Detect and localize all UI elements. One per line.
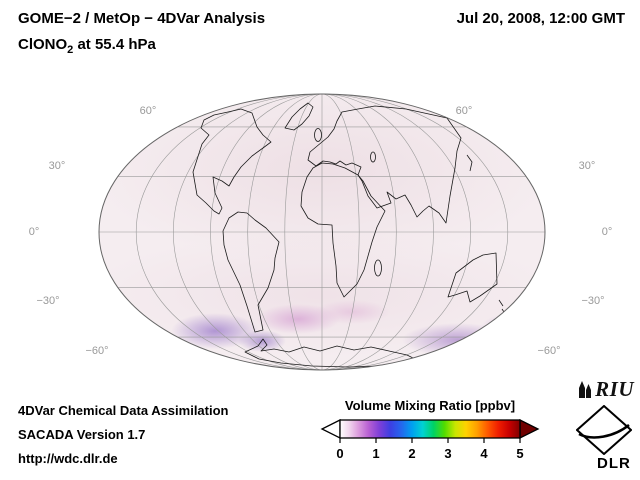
latitude-label: 0° — [29, 226, 40, 238]
credit-line-version: SACADA Version 1.7 — [18, 427, 146, 442]
japan-outline — [466, 154, 473, 172]
antarctic-enhancement-blob — [402, 323, 514, 357]
colorbar-ticks — [339, 438, 521, 443]
colorbar-title: Volume Mixing Ratio [ppbv] — [344, 398, 516, 413]
timestamp: Jul 20, 2008, 12:00 GMT — [456, 10, 625, 27]
colorbar-gradient — [339, 419, 521, 439]
riu-logo: RIU — [558, 376, 634, 402]
cathedral-icon — [579, 381, 592, 398]
latitude-label: −60° — [537, 345, 560, 357]
credit-line-url: http://wdc.dlr.de — [18, 451, 118, 466]
eurasia-outline — [307, 105, 462, 224]
antarctic-enhancement-blob — [481, 314, 535, 340]
tick-label: 0 — [336, 446, 343, 461]
projection-boundary — [98, 93, 546, 371]
riu-logo-text: RIU — [595, 376, 634, 401]
world-map: 60° 60° 30° 30° 0° 0° −30° −30° −60° −60… — [29, 93, 613, 371]
antarctic-enhancement-blob — [171, 313, 259, 349]
dlr-logo-text: DLR — [597, 455, 631, 472]
colorbar-left-arrow — [320, 418, 341, 440]
greenland-outline — [284, 102, 314, 131]
colorbar-scale: 0 1 2 3 4 5 — [320, 418, 540, 461]
north-america-outline — [192, 108, 272, 215]
latitude-label: 30° — [579, 160, 596, 172]
continent-outlines — [192, 102, 507, 368]
tick-label: 5 — [516, 446, 523, 461]
credit-line-assimilation: 4DVar Chemical Data Assimilation — [18, 403, 229, 418]
species-level-title: ClONO2 at 55.4 hPa — [18, 36, 156, 56]
antarctic-enhancement-blob — [314, 300, 390, 324]
australia-outline — [447, 252, 498, 303]
colorbar: Volume Mixing Ratio [ppbv] — [312, 398, 548, 471]
species-name: ClONO — [18, 36, 68, 53]
latitude-label: −60° — [85, 345, 108, 357]
tick-label: 3 — [444, 446, 451, 461]
madagascar-outline — [374, 259, 382, 277]
colorbar-tick-labels: 0 1 2 3 4 5 — [336, 446, 523, 461]
colorbar-right-arrow — [519, 418, 540, 440]
tick-label: 4 — [480, 446, 488, 461]
pressure-level: at 55.4 hPa — [73, 36, 156, 53]
africa-outline — [300, 162, 386, 298]
tick-label: 1 — [372, 446, 379, 461]
antarctica-outline — [244, 338, 418, 368]
species-subscript: 2 — [67, 44, 74, 56]
latitude-labels: 60° 60° 30° 30° 0° 0° −30° −30° −60° −60… — [29, 105, 613, 357]
south-america-outline — [222, 211, 280, 333]
latitude-label: 60° — [140, 105, 157, 117]
britain-outline — [314, 128, 322, 142]
latitude-label: −30° — [36, 295, 59, 307]
dlr-emblem-icon — [576, 405, 632, 455]
tick-label: 2 — [408, 446, 415, 461]
analysis-title: GOME−2 / MetOp − 4DVar Analysis — [18, 10, 266, 27]
latitude-label: −30° — [581, 295, 604, 307]
caspian-outline — [370, 151, 376, 163]
latitude-label: 60° — [456, 105, 473, 117]
latitude-label: 30° — [49, 160, 66, 172]
latitude-label: 0° — [602, 226, 613, 238]
